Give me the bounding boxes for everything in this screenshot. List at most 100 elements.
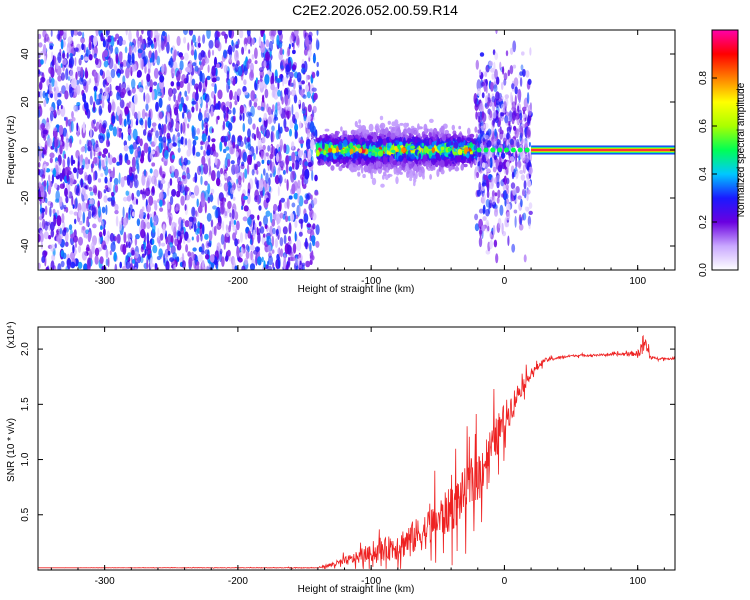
spectrogram-cell bbox=[148, 146, 152, 154]
spectrogram-cell bbox=[444, 129, 450, 135]
spectrogram-cell bbox=[159, 75, 165, 83]
spectrogram-cell bbox=[243, 37, 248, 47]
spectrogram-cell bbox=[88, 159, 91, 165]
spectrogram-cell bbox=[214, 209, 219, 219]
spectrogram-cell bbox=[157, 40, 162, 48]
spectrogram-cell bbox=[118, 51, 123, 63]
spectrogram-cell bbox=[377, 168, 382, 172]
spectrogram-cell bbox=[224, 255, 229, 262]
spectrogram-cell bbox=[197, 221, 201, 228]
spectrogram-cell bbox=[527, 78, 532, 85]
spectrogram-cell bbox=[74, 242, 77, 248]
spectrogram-cell bbox=[184, 138, 188, 146]
spectrogram-cell bbox=[177, 147, 181, 153]
spectrogram-cell bbox=[269, 60, 272, 72]
spectrogram-cell bbox=[144, 248, 147, 256]
spectrogram-cell bbox=[269, 35, 275, 41]
spectrogram-cell bbox=[82, 121, 86, 134]
spectrogram-cell bbox=[368, 123, 374, 132]
spectrogram-cell bbox=[165, 236, 168, 245]
spectrogram-cell bbox=[229, 147, 234, 155]
spectrogram-cell bbox=[43, 99, 47, 108]
spectrogram-cell bbox=[105, 69, 111, 82]
spectrogram-cell bbox=[383, 146, 387, 153]
spectrogram-cell bbox=[211, 138, 216, 143]
spectrogram-cell bbox=[114, 184, 119, 193]
spectrogram-cell bbox=[291, 151, 296, 163]
spectrogram-cell bbox=[388, 142, 392, 147]
spectrogram-cell bbox=[56, 209, 60, 216]
spectrogram-cell bbox=[296, 72, 302, 83]
spectrogram-cell bbox=[43, 180, 47, 187]
spectrogram-cell bbox=[204, 249, 210, 255]
spectrogram-cell bbox=[502, 189, 508, 201]
spectrogram-cell bbox=[303, 48, 308, 56]
spectrogram-cell bbox=[205, 253, 210, 260]
spectrogram-cell bbox=[197, 35, 201, 43]
spectrogram-cell bbox=[438, 164, 442, 173]
spectrogram-cell bbox=[153, 135, 157, 146]
spectrogram-cell bbox=[307, 49, 312, 58]
spectrogram-cell bbox=[89, 198, 95, 205]
spectrogram-cell bbox=[42, 90, 46, 99]
spectrogram-cell bbox=[305, 74, 308, 84]
spectrogram-cell bbox=[284, 201, 288, 209]
spectrogram-cell bbox=[194, 172, 198, 184]
spectrogram-cell bbox=[143, 221, 146, 230]
spectrogram-cell bbox=[372, 156, 377, 161]
spectrogram-cell bbox=[265, 197, 270, 204]
spectrogram-cell bbox=[394, 120, 398, 129]
spectrogram-cell bbox=[78, 69, 81, 78]
spectrogram-cell bbox=[432, 132, 436, 138]
spectrogram-cell bbox=[241, 46, 245, 55]
spectrogram-cell bbox=[257, 256, 262, 266]
spectrogram-cell bbox=[188, 216, 194, 222]
spectrogram-cell bbox=[201, 119, 204, 131]
spectrogram-cell bbox=[145, 85, 149, 90]
spectrogram-cell bbox=[238, 175, 242, 186]
spectrogram-cell bbox=[87, 139, 93, 152]
spectrogram-cell bbox=[393, 166, 397, 175]
spectrogram-cell bbox=[210, 219, 214, 228]
spectrogram-cell bbox=[57, 75, 62, 82]
spectrogram-cell bbox=[282, 259, 287, 270]
spectrogram-cell bbox=[181, 175, 186, 180]
spectrogram-cell bbox=[102, 148, 109, 155]
spectrogram-cell bbox=[67, 36, 73, 45]
spectrogram-cell bbox=[197, 165, 202, 176]
spectrogram-cell bbox=[151, 238, 155, 245]
spectrogram-cell bbox=[216, 63, 220, 68]
spectrogram-cell bbox=[123, 144, 129, 152]
spectrogram-cell bbox=[233, 257, 236, 267]
spectrogram-cell bbox=[121, 216, 124, 226]
spectrogram-cell bbox=[185, 95, 189, 102]
spectrogram-cell bbox=[210, 170, 216, 182]
spectrogram-cell bbox=[131, 211, 135, 217]
chart-title: C2E2.2026.052.00.59.R14 bbox=[292, 2, 458, 18]
spectrogram-cell bbox=[227, 249, 231, 257]
spectrogram-cell bbox=[330, 165, 335, 171]
spectrogram-cell bbox=[149, 57, 153, 63]
spectrogram-cell bbox=[436, 169, 440, 178]
spectrogram-cell bbox=[234, 100, 238, 106]
spectrogram-cell bbox=[190, 194, 195, 199]
spectrogram-cell bbox=[511, 111, 515, 118]
spectrogram-cell bbox=[292, 49, 296, 55]
spectrogram-cell bbox=[204, 201, 207, 214]
spectrogram-cell bbox=[169, 117, 174, 128]
spectrogram-cell bbox=[203, 163, 209, 175]
spectrogram-cell bbox=[363, 155, 368, 161]
spectrogram-cell bbox=[382, 138, 387, 146]
spectrogram-cell bbox=[128, 65, 132, 73]
spectrogram-cell bbox=[356, 144, 361, 149]
spectrogram-cell bbox=[151, 43, 155, 49]
spectrogram-cell bbox=[256, 181, 259, 189]
spectrogram-cell bbox=[280, 248, 283, 258]
spectrogram-cell bbox=[66, 257, 72, 270]
spectrogram-cell bbox=[265, 51, 270, 61]
spectrogram-cell bbox=[368, 165, 372, 174]
spectrogram-cell bbox=[205, 77, 208, 88]
spectrogram-cell bbox=[298, 100, 301, 105]
spectrogram-cell bbox=[515, 186, 520, 194]
